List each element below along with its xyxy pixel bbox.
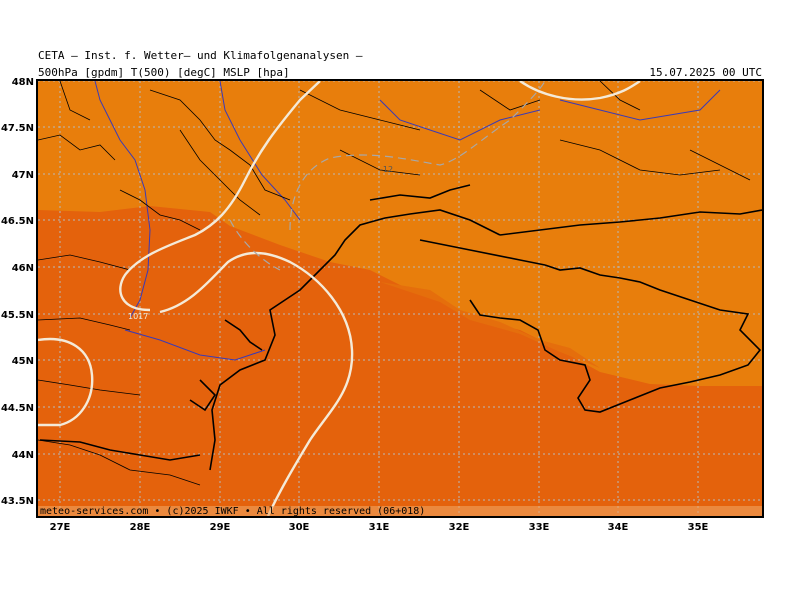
valid-time: 15.07.2025 00 UTC xyxy=(649,66,762,79)
lat-tick-label: 48N xyxy=(12,77,34,88)
lat-tick-label: 45.5N xyxy=(1,310,34,321)
map-frame xyxy=(36,79,764,518)
lon-tick-label: 33E xyxy=(529,522,550,533)
lat-tick-label: 46N xyxy=(12,263,34,274)
lat-tick-label: 43.5N xyxy=(1,496,34,507)
lat-tick-label: 46.5N xyxy=(1,216,34,227)
isobar-label: 1017 xyxy=(128,312,148,321)
lon-tick-label: 29E xyxy=(210,522,231,533)
temperature-contour xyxy=(229,81,546,271)
latitude-axis: 48N 47.5N 47N 46.5N 46N 45.5N 45N 44.5N … xyxy=(1,77,34,507)
map-title: CETA — Inst. f. Wetter— und Klimafolgena… xyxy=(38,49,363,62)
lon-tick-label: 27E xyxy=(50,522,71,533)
lat-tick-label: 47.5N xyxy=(1,123,34,134)
lat-tick-label: 47N xyxy=(12,170,34,181)
temperature-contour-label: -12 xyxy=(380,165,393,174)
longitude-axis: 27E 28E 29E 30E 31E 32E 33E 34E 35E xyxy=(50,522,709,533)
isobars xyxy=(38,81,641,516)
lon-tick-label: 34E xyxy=(608,522,629,533)
coastline xyxy=(39,184,762,471)
lon-tick-label: 31E xyxy=(369,522,390,533)
temperature-field-hot xyxy=(38,206,762,516)
copyright-footer: meteo-services.com • (c)2025 IWKF • All … xyxy=(40,506,426,517)
lat-tick-label: 44.5N xyxy=(1,403,34,414)
rivers xyxy=(94,81,721,361)
lon-tick-label: 32E xyxy=(449,522,470,533)
lon-tick-label: 30E xyxy=(289,522,310,533)
lon-tick-label: 35E xyxy=(688,522,709,533)
map-parameters: 500hPa [gpdm] T(500) [degC] MSLP [hpa] xyxy=(38,66,290,79)
lat-tick-label: 44N xyxy=(12,450,34,461)
lon-tick-label: 28E xyxy=(130,522,151,533)
lat-tick-label: 45N xyxy=(12,356,34,367)
admin-borders xyxy=(38,81,751,486)
